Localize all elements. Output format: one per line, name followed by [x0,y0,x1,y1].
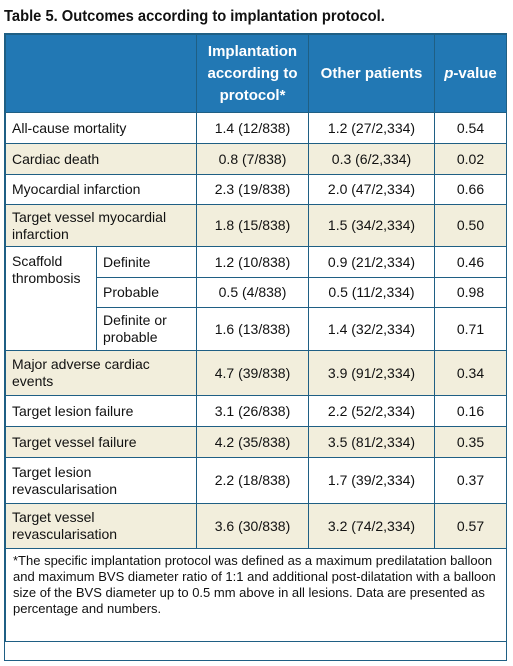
table-row: Target vessel myocardial infarction 1.8 … [5,204,506,247]
col-header-other: Other patients [308,34,435,113]
col-header-p-value: p-value [434,34,506,113]
other-value: 0.9 (21/2,334) [308,246,435,278]
row-label: Myocardial infarction [5,174,197,205]
row-label: Target vessel revascularisation [5,503,197,549]
outcomes-table: Implantation according to protocol* Othe… [5,34,506,642]
p-value: 0.37 [434,457,506,504]
table-row: Definite or probable 1.6 (13/838) 1.4 (3… [6,307,506,351]
protocol-value: 4.7 (39/838) [196,350,309,396]
col-header-protocol: Implantation according to protocol* [196,34,309,113]
row-label: Target vessel myocardial infarction [5,204,197,247]
protocol-value: 3.1 (26/838) [196,395,309,427]
table-row: Target lesion revascularisation 2.2 (18/… [5,457,506,504]
protocol-value: 4.2 (35/838) [196,426,309,458]
protocol-value: 1.6 (13/838) [196,307,309,351]
header-blank-cell [5,34,197,113]
table-row: Scaffold thrombosis Definite 1.2 (10/838… [5,246,506,351]
other-value: 3.5 (81/2,334) [308,426,435,458]
row-label: Cardiac death [5,143,197,175]
p-value: 0.02 [434,143,506,175]
header-row: Implantation according to protocol* Othe… [5,34,506,113]
table-row: Target vessel failure 4.2 (35/838) 3.5 (… [5,426,506,458]
row-label: Target lesion revascularisation [5,457,197,504]
other-value: 3.2 (74/2,334) [308,503,435,549]
other-value: 1.4 (32/2,334) [308,307,435,351]
table-row: Target lesion failure 3.1 (26/838) 2.2 (… [5,395,506,427]
table-footnote: *The specific implantation protocol was … [5,548,506,642]
p-value: 0.71 [434,307,506,351]
row-label: All-cause mortality [5,112,197,144]
table-caption: Table 5. Outcomes according to implantat… [4,8,385,25]
outcomes-table-frame: Implantation according to protocol* Othe… [4,33,507,661]
other-value: 3.9 (91/2,334) [308,350,435,396]
p-rest: -value [453,64,497,82]
p-value: 0.16 [434,395,506,427]
table-row: Myocardial infarction 2.3 (19/838) 2.0 (… [5,174,506,205]
row-label: Target lesion failure [5,395,197,427]
p-value: 0.34 [434,350,506,396]
other-value: 0.5 (11/2,334) [308,277,435,308]
p-value: 0.35 [434,426,506,458]
table-row: All-cause mortality 1.4 (12/838) 1.2 (27… [5,112,506,144]
table-row: Target vessel revascularisation 3.6 (30/… [5,503,506,549]
footnote-row: *The specific implantation protocol was … [5,548,506,642]
other-value: 2.2 (52/2,334) [308,395,435,427]
protocol-value: 1.4 (12/838) [196,112,309,144]
other-value: 0.3 (6/2,334) [308,143,435,175]
p-value: 0.98 [434,277,506,308]
protocol-value: 1.2 (10/838) [196,246,309,278]
sub-row-label: Definite [96,246,197,278]
row-label: Major adverse cardiac events [5,350,197,396]
protocol-value: 2.3 (19/838) [196,174,309,205]
table-row: Major adverse cardiac events 4.7 (39/838… [5,350,506,396]
p-value: 0.54 [434,112,506,144]
p-value: 0.46 [434,246,506,278]
protocol-value: 1.8 (15/838) [196,204,309,247]
p-value: 0.57 [434,503,506,549]
table-row: Cardiac death 0.8 (7/838) 0.3 (6/2,334) … [5,143,506,175]
p-value: 0.66 [434,174,506,205]
sub-row-label: Definite or probable [96,307,197,351]
protocol-value: 0.8 (7/838) [196,143,309,175]
sub-row-label: Probable [96,277,197,308]
other-value: 1.5 (34/2,334) [308,204,435,247]
protocol-value: 0.5 (4/838) [196,277,309,308]
other-value: 1.2 (27/2,334) [308,112,435,144]
row-label: Target vessel failure [5,426,197,458]
protocol-value: 2.2 (18/838) [196,457,309,504]
protocol-value: 3.6 (30/838) [196,503,309,549]
p-value: 0.50 [434,204,506,247]
p-italic: p [444,64,454,82]
other-value: 1.7 (39/2,334) [308,457,435,504]
other-value: 2.0 (47/2,334) [308,174,435,205]
thrombosis-label: Scaffold thrombosis [5,246,97,351]
table-row: Probable 0.5 (4/838) 0.5 (11/2,334) 0.98 [6,277,506,308]
